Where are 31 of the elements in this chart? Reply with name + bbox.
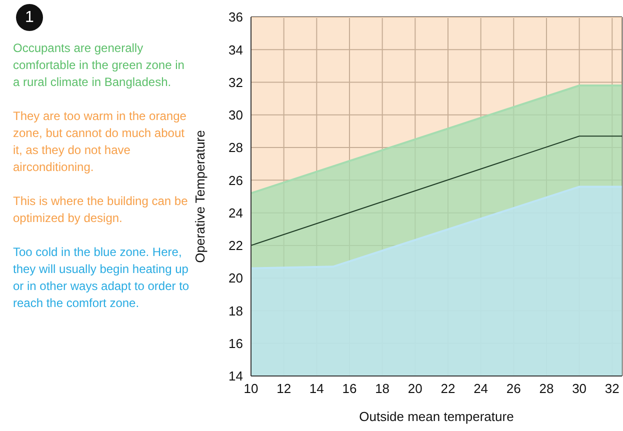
y-axis-title: Operative Temperature [192, 130, 208, 263]
x-tick-label: 26 [506, 381, 521, 396]
x-tick-label: 28 [539, 381, 554, 396]
x-tick-label: 20 [408, 381, 422, 396]
y-tick-label: 28 [228, 140, 243, 156]
y-tick-label: 16 [228, 336, 243, 351]
x-tick-label: 24 [474, 381, 488, 396]
x-axis-title: Outside mean temperature [359, 409, 514, 424]
numbered-badge: 1 [16, 4, 43, 31]
y-tick-label: 36 [228, 10, 243, 25]
y-tick-label: 20 [228, 270, 243, 286]
y-tick-label: 30 [228, 108, 243, 123]
y-tick-label: 32 [228, 74, 243, 90]
x-tick-label: 10 [244, 381, 258, 396]
y-tick-label: 18 [228, 303, 243, 318]
y-tick-label: 22 [228, 238, 243, 254]
text: Occupants are generally comfortable in the green zone in a rural climate in Bangladesh. [13, 40, 186, 91]
x-tick-label: 18 [375, 381, 390, 396]
text: Too cold in the blue zone. Here, they will usually begin heating up or in other ways adapt to order to reach the comfort zone. [13, 244, 190, 312]
y-tick-label: 34 [228, 42, 243, 58]
y-tick-label: 14 [228, 368, 243, 384]
text: They are too warm in the orange zone, but cannot do much about it, as they do not have airconditioning. [13, 108, 188, 176]
y-tick-label: 26 [228, 172, 243, 188]
x-tick-label: 16 [342, 381, 357, 396]
x-tick-label: 30 [572, 381, 587, 396]
x-tick-label: 14 [309, 381, 324, 396]
x-tick-label: 22 [440, 381, 456, 396]
x-tick-label: 32 [604, 381, 620, 396]
y-tick-label: 24 [228, 205, 243, 220]
text: This is where the building can be optimized by design. [13, 193, 189, 227]
x-tick-label: 12 [276, 381, 292, 396]
